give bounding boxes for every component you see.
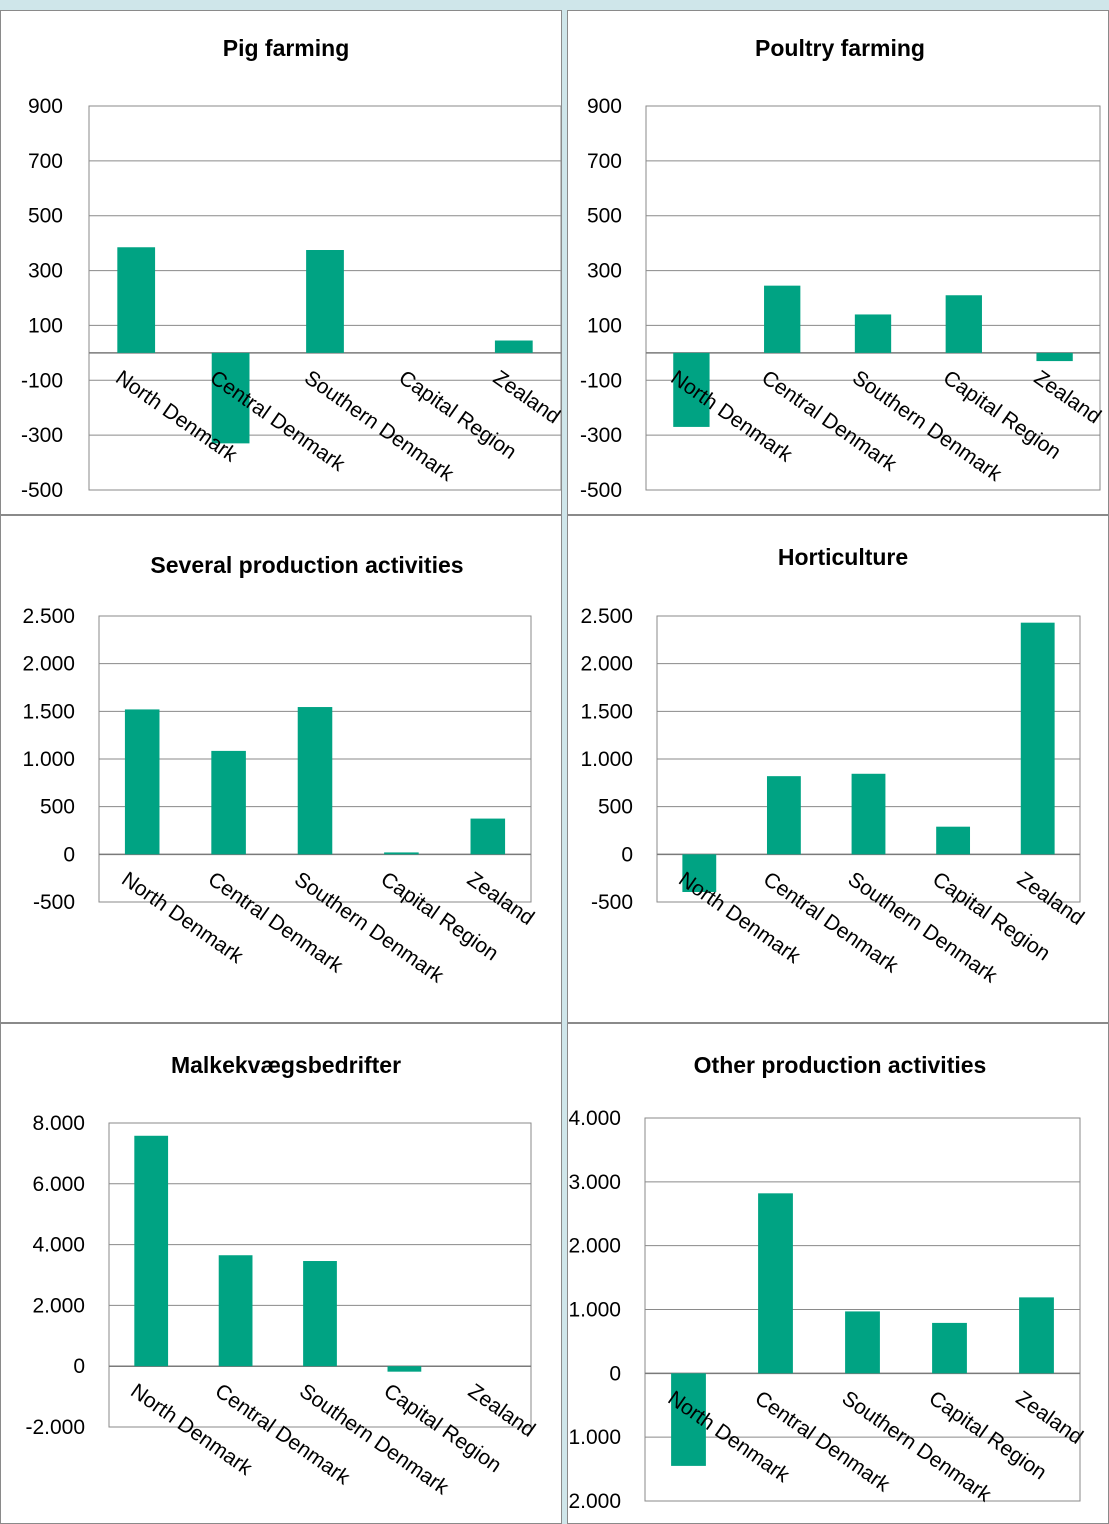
bar — [1036, 352, 1073, 362]
bar — [764, 285, 801, 353]
bar — [1019, 1297, 1054, 1374]
y-tick-label: -2.000 — [568, 1490, 621, 1513]
y-tick-label: 300 — [28, 260, 63, 283]
y-tick-label: 1.500 — [580, 700, 633, 723]
bar — [1020, 622, 1055, 855]
y-tick-label: 0 — [63, 843, 75, 866]
bar — [218, 1255, 253, 1367]
chart-panel-several-production-activities: Several production activities 2.500 2.000 1… — [0, 515, 562, 1023]
y-tick-label: 1.000 — [568, 1299, 621, 1322]
bar — [384, 852, 419, 855]
bar — [673, 352, 710, 427]
chart-svg: Malkekvægsbedrifter 8.000 6.000 4.000 2.000 0… — [25, 1052, 539, 1500]
y-tick-label: -100 — [21, 369, 63, 392]
chart-title: Other production activities — [694, 1052, 987, 1078]
chart-panel-poultry-farming: Poultry farming 900 700 500 300 100 -100 -300 -5… — [567, 10, 1109, 515]
y-tick-label: 900 — [587, 95, 622, 118]
chart-title: Horticulture — [778, 544, 908, 570]
bar — [936, 826, 971, 855]
y-tick-label: 6.000 — [32, 1173, 85, 1196]
bar — [854, 314, 892, 353]
y-tick-label: 1.000 — [22, 748, 75, 771]
y-tick-label: 4.000 — [32, 1234, 85, 1257]
bar — [932, 1322, 967, 1374]
y-tick-label: 2.000 — [32, 1294, 85, 1317]
y-tick-label: 700 — [28, 150, 63, 173]
y-tick-label: 8.000 — [32, 1112, 85, 1135]
chart-title: Malkekvægsbedrifter — [171, 1052, 401, 1078]
bar — [845, 1311, 880, 1374]
bar — [758, 1193, 793, 1374]
y-tick-label: -300 — [21, 424, 63, 447]
y-tick-label: 100 — [28, 314, 63, 337]
bar — [387, 1366, 422, 1372]
chart-svg: Horticulture 2.500 2.000 1.500 1.000 500 0 -500… — [580, 544, 1088, 988]
chart-svg: Several production activities 2.500 2.000 1… — [22, 552, 538, 988]
bar — [211, 352, 250, 444]
y-tick-label: 1.500 — [22, 700, 75, 723]
y-tick-label: 3.000 — [568, 1171, 621, 1194]
y-tick-label: -500 — [33, 891, 75, 914]
y-tick-label: 500 — [40, 796, 75, 819]
y-tick-label: -100 — [580, 369, 622, 392]
bar — [297, 707, 333, 855]
y-tick-label: 0 — [621, 843, 633, 866]
y-tick-label: 500 — [587, 205, 622, 228]
y-tick-label: 1.000 — [580, 748, 633, 771]
chart-panel-pig-farming: Pig farming 900 700 500 300 100 -100 -300 -500 No… — [0, 10, 562, 515]
y-tick-label: -500 — [580, 479, 622, 502]
y-tick-label: 2.000 — [568, 1235, 621, 1258]
y-tick-label: 2.000 — [22, 653, 75, 676]
chart-svg: Pig farming900700500300100-100-300-500No… — [21, 35, 561, 502]
chart-panel-other-production-activities: Other production activities 4.000 3.000 2.0… — [567, 1023, 1109, 1524]
y-tick-label: 500 — [28, 205, 63, 228]
chart-svg: Other production activities 4.000 3.000 2.0… — [568, 1052, 1087, 1513]
y-tick-label: 300 — [587, 260, 622, 283]
bar — [124, 709, 160, 855]
bar — [671, 1373, 706, 1466]
y-tick-label: -500 — [591, 891, 633, 914]
bar — [134, 1135, 169, 1367]
y-tick-label: 500 — [598, 796, 633, 819]
y-tick-label: 2.500 — [22, 605, 75, 628]
bar — [470, 818, 506, 855]
chart-panel-malkekvaegsbedrifter: Malkekvægsbedrifter 8.000 6.000 4.000 2.000 0… — [0, 1023, 562, 1524]
plot-area — [645, 105, 1101, 491]
bar — [211, 750, 246, 855]
bar — [306, 250, 344, 353]
bar — [494, 340, 533, 353]
bar — [851, 773, 886, 855]
chart-title: Poultry farming — [755, 35, 925, 61]
y-tick-label: 0 — [609, 1362, 621, 1385]
bar — [303, 1261, 337, 1367]
y-tick-label: -2.000 — [25, 1416, 85, 1439]
y-tick-label: 2.000 — [580, 653, 633, 676]
chart-svg: Poultry farming 900 700 500 300 100 -100 -300 -5… — [580, 35, 1105, 502]
y-tick-label: 0 — [73, 1355, 85, 1378]
y-tick-label: 100 — [587, 314, 622, 337]
y-tick-label: 4.000 — [568, 1107, 621, 1130]
y-tick-label: -500 — [21, 479, 63, 502]
chart-panel-horticulture: Horticulture 2.500 2.000 1.500 1.000 500 0 -500… — [567, 515, 1109, 1023]
y-tick-label: -1.000 — [568, 1426, 621, 1449]
y-tick-label: 900 — [28, 95, 63, 118]
bar — [766, 776, 801, 855]
bar — [682, 854, 717, 892]
bar — [945, 295, 982, 353]
y-tick-label: -300 — [580, 424, 622, 447]
bar — [117, 247, 156, 353]
y-tick-label: 700 — [587, 150, 622, 173]
chart-title: Several production activities — [150, 552, 463, 578]
y-tick-label: 2.500 — [580, 605, 633, 628]
chart-title: Pig farming — [223, 35, 350, 61]
